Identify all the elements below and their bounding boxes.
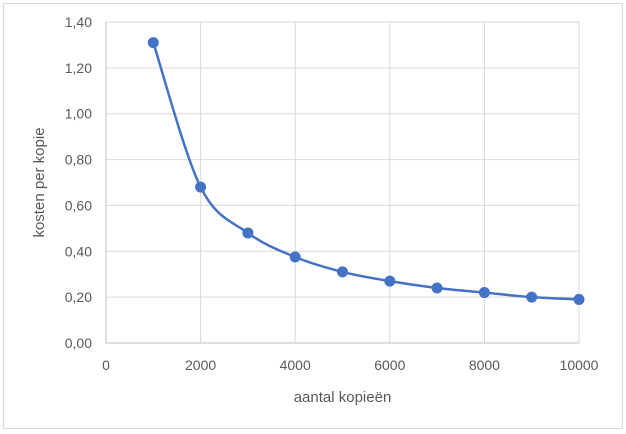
y-tick-label: 0,20 xyxy=(65,289,92,305)
data-point xyxy=(384,275,396,287)
x-tick-labels: 0 2000 4000 6000 8000 10000 xyxy=(102,357,599,373)
data-point xyxy=(147,37,159,49)
data-point xyxy=(242,227,254,239)
x-tick-label: 8000 xyxy=(469,357,500,373)
x-tick-label: 6000 xyxy=(374,357,405,373)
data-point xyxy=(478,287,490,299)
gridlines xyxy=(106,21,580,343)
data-point xyxy=(573,293,585,305)
x-tick-label: 0 xyxy=(102,357,110,373)
x-tick-label: 10000 xyxy=(560,357,599,373)
axes xyxy=(105,22,579,344)
data-point xyxy=(337,266,348,278)
y-tick-label: 0,00 xyxy=(65,335,92,351)
series-line xyxy=(152,42,580,301)
y-tick-label: 1,40 xyxy=(65,14,92,30)
x-tick-label: 4000 xyxy=(280,357,311,373)
data-point xyxy=(431,282,443,294)
y-tick-labels: 0,00 0,20 0,40 0,60 0,80 1,00 1,20 1,40 xyxy=(65,14,92,351)
x-tick-label: 2000 xyxy=(185,357,216,373)
y-tick-label: 0,40 xyxy=(65,243,92,259)
x-axis-title: aantal kopieën xyxy=(294,389,392,406)
y-tick-label: 1,20 xyxy=(65,60,92,76)
data-point xyxy=(289,251,301,263)
y-tick-label: 0,60 xyxy=(65,197,92,213)
data-point xyxy=(195,181,207,193)
data-points xyxy=(147,37,585,305)
data-point xyxy=(526,291,538,303)
y-tick-label: 1,00 xyxy=(65,106,92,122)
y-axis-title: kosten per kopie xyxy=(31,127,48,237)
y-tick-label: 0,80 xyxy=(65,152,92,168)
